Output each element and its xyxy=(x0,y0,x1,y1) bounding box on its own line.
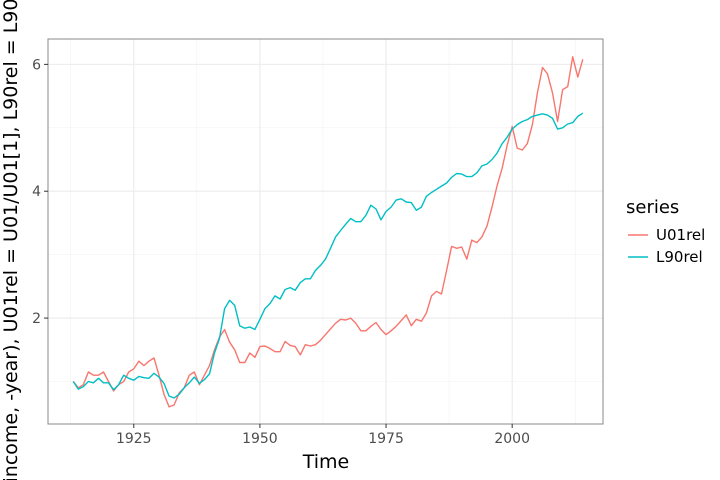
plot-panel xyxy=(48,39,603,424)
x-tick-label: 2000 xyxy=(494,431,530,447)
x-tick-label: 1950 xyxy=(242,431,278,447)
y-tick-label: 6 xyxy=(32,57,41,73)
series-line-u01rel xyxy=(72,56,584,408)
legend-label-l90rel: L90rel xyxy=(656,248,703,266)
legend: series U01rel L90rel xyxy=(626,197,705,266)
x-axis-ticks: 1925 1950 1975 2000 xyxy=(116,424,530,447)
series-line-l90rel xyxy=(72,112,584,399)
x-tick-label: 1925 xyxy=(116,431,152,447)
y-axis-title: ...income, -year), U01rel = U01/U01[1], … xyxy=(0,0,22,480)
grid-minor xyxy=(48,39,603,424)
legend-label-u01rel: U01rel xyxy=(656,226,705,244)
grid-major xyxy=(48,39,603,424)
y-axis-ticks: 2 4 6 xyxy=(32,57,48,327)
x-axis-title: Time xyxy=(302,451,350,473)
legend-title: series xyxy=(626,197,679,218)
y-tick-label: 2 xyxy=(32,311,41,327)
series-lines xyxy=(72,56,584,408)
legend-items: U01rel L90rel xyxy=(628,226,705,266)
y-tick-label: 4 xyxy=(32,184,41,200)
plot-border xyxy=(47,38,604,425)
x-tick-label: 1975 xyxy=(368,431,404,447)
